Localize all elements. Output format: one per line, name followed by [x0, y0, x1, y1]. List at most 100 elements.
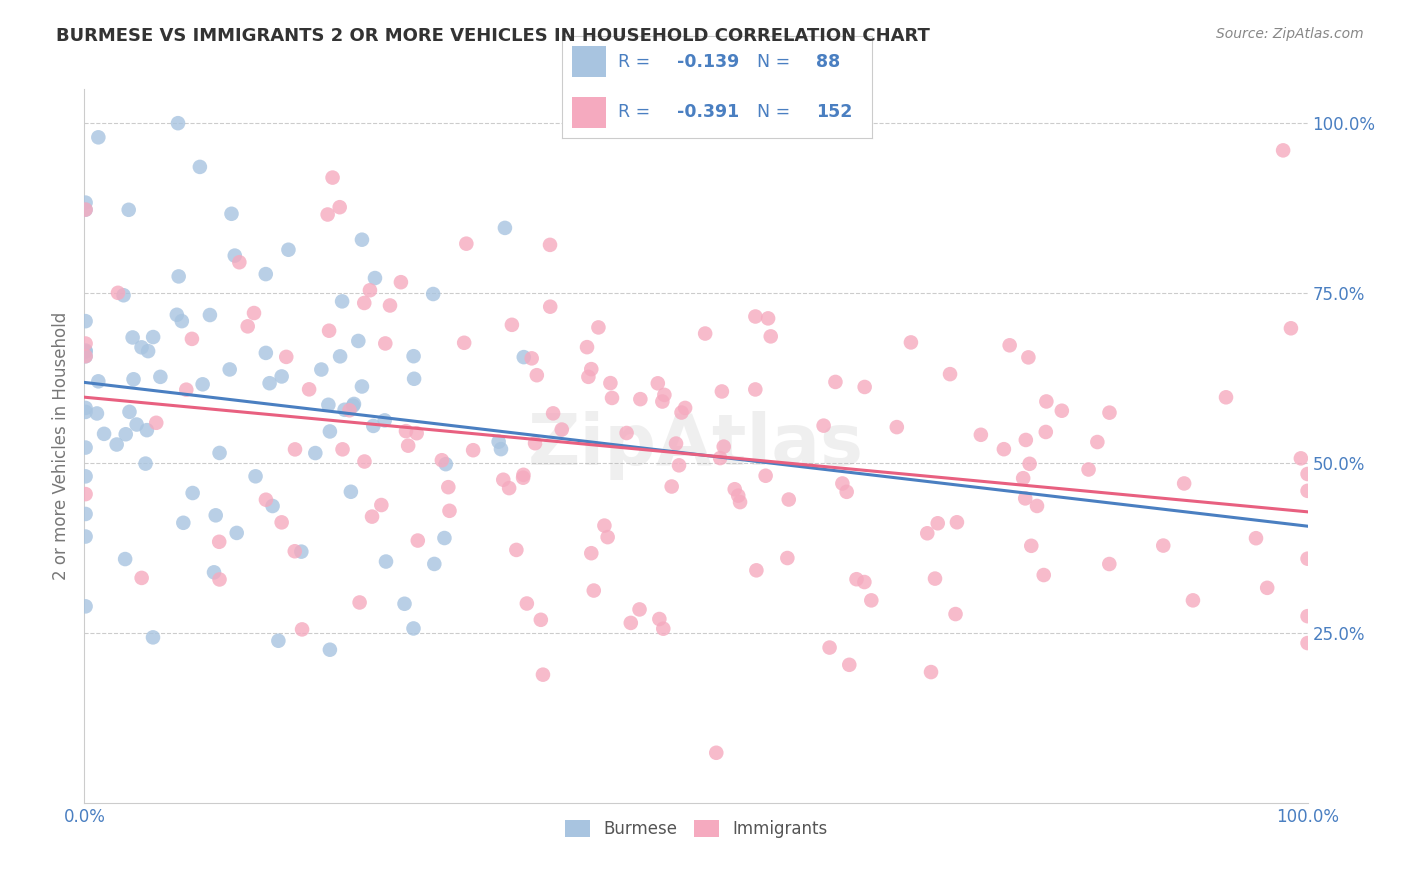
Point [208, 446, 231, 460]
Point [582, 583, 605, 598]
Point [75, 343, 97, 358]
Point [778, 492, 800, 507]
Point [188, 160, 211, 174]
Point [433, 531, 456, 545]
Point [75, 349, 97, 363]
Point [125, 417, 148, 432]
Point [142, 631, 165, 645]
Point [112, 288, 135, 302]
Point [340, 484, 363, 499]
FancyBboxPatch shape [572, 46, 606, 77]
Point [665, 436, 688, 450]
Point [396, 439, 419, 453]
Point [831, 476, 853, 491]
Point [728, 495, 751, 509]
Point [402, 622, 425, 636]
Point [1077, 462, 1099, 476]
Point [105, 437, 128, 451]
Point [316, 207, 339, 221]
Point [149, 369, 172, 384]
Point [75, 202, 97, 217]
Point [1017, 351, 1039, 365]
Point [744, 383, 766, 397]
Point [361, 509, 384, 524]
Point [745, 563, 768, 577]
Point [1296, 551, 1319, 566]
Point [75, 349, 97, 363]
Point [114, 552, 136, 566]
Point [329, 349, 352, 363]
Point [576, 340, 599, 354]
Point [1035, 425, 1057, 439]
Point [998, 338, 1021, 352]
Point [1289, 451, 1312, 466]
Point [254, 267, 277, 281]
Point [353, 454, 375, 468]
Text: N =: N = [758, 103, 796, 121]
Point [122, 372, 145, 386]
Text: ZipAtlas: ZipAtlas [529, 411, 863, 481]
Point [1296, 483, 1319, 498]
Point [776, 551, 799, 566]
Point [254, 492, 277, 507]
Point [759, 329, 782, 343]
Point [1296, 636, 1319, 650]
Point [402, 349, 425, 363]
Point [1035, 394, 1057, 409]
Point [172, 516, 194, 530]
Point [166, 308, 188, 322]
Point [131, 340, 153, 354]
Point [434, 457, 457, 471]
Point [516, 597, 538, 611]
Point [87, 374, 110, 388]
Point [492, 473, 515, 487]
Point [290, 544, 312, 558]
Point [329, 200, 352, 214]
Point [1085, 435, 1108, 450]
Point [262, 499, 284, 513]
Point [333, 402, 356, 417]
Point [993, 442, 1015, 457]
Point [860, 593, 883, 607]
Point [75, 405, 97, 419]
Point [648, 612, 671, 626]
Point [375, 555, 398, 569]
Point [713, 440, 735, 454]
Point [463, 443, 485, 458]
Point [900, 335, 922, 350]
Point [1215, 390, 1237, 404]
Point [661, 479, 683, 493]
Point [744, 310, 766, 324]
Point [118, 405, 141, 419]
Point [704, 746, 727, 760]
Point [167, 116, 190, 130]
Point [924, 572, 946, 586]
Point [339, 403, 361, 417]
Point [520, 351, 543, 366]
Point [437, 480, 460, 494]
Text: -0.139: -0.139 [676, 53, 740, 70]
Point [1296, 609, 1319, 624]
Point [628, 392, 651, 406]
Point [311, 362, 333, 376]
Point [364, 271, 387, 285]
Point [347, 334, 370, 348]
Point [270, 369, 292, 384]
Text: 88: 88 [815, 53, 841, 70]
Point [319, 425, 342, 439]
Text: R =: R = [619, 53, 655, 70]
Point [135, 457, 157, 471]
Point [378, 298, 401, 312]
Point [114, 427, 136, 442]
Point [75, 202, 97, 217]
Point [75, 336, 97, 351]
Point [87, 130, 110, 145]
Point [755, 468, 778, 483]
Point [208, 534, 231, 549]
Point [818, 640, 841, 655]
Point [350, 379, 373, 393]
Point [695, 326, 717, 341]
Point [75, 195, 97, 210]
Point [647, 376, 669, 391]
Point [551, 423, 574, 437]
